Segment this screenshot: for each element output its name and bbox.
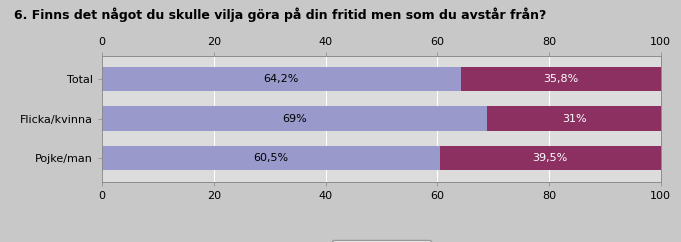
- Text: 64,2%: 64,2%: [264, 74, 299, 84]
- Text: 60,5%: 60,5%: [253, 153, 289, 163]
- Text: 39,5%: 39,5%: [533, 153, 568, 163]
- Text: 31%: 31%: [562, 113, 586, 124]
- Text: 35,8%: 35,8%: [543, 74, 578, 84]
- Text: 69%: 69%: [283, 113, 307, 124]
- Bar: [102, 106, 488, 131]
- Bar: [488, 106, 661, 131]
- Bar: [440, 146, 661, 170]
- Legend: Ja, Nej: Ja, Nej: [332, 240, 431, 242]
- Text: 6. Finns det något du skulle vilja göra på din fritid men som du avstår från?: 6. Finns det något du skulle vilja göra …: [14, 7, 546, 22]
- Bar: [102, 67, 460, 91]
- Bar: [102, 146, 440, 170]
- Bar: [460, 67, 661, 91]
